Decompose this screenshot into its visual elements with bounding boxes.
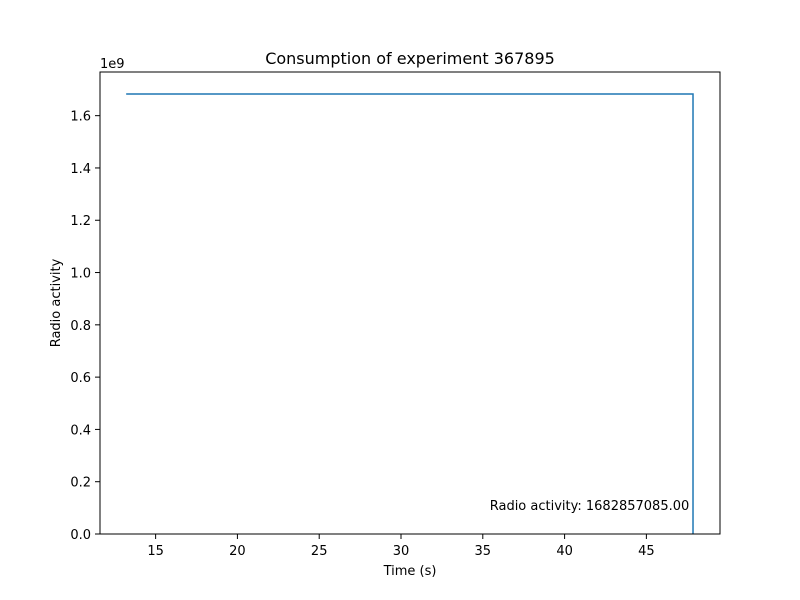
annotation-label: Radio activity: 1682857085.00 (490, 499, 690, 514)
y-tick-label: 0.8 (70, 319, 91, 334)
y-tick-label: 0.2 (70, 476, 91, 491)
x-tick-label: 30 (393, 544, 410, 559)
y-axis-label: Radio activity (49, 258, 64, 347)
x-ticks: 15 20 25 30 35 40 45 (147, 534, 655, 559)
y-tick-label: 1.2 (70, 214, 91, 229)
y-tick-label: 0.4 (70, 423, 91, 438)
plot-frame (99, 71, 721, 535)
chart-title: Consumption of experiment 367895 (265, 49, 555, 68)
y-ticks: 0.0 0.2 0.4 0.6 0.8 1.0 1.2 1.4 1.6 (70, 110, 100, 543)
y-tick-label: 1.4 (70, 162, 91, 177)
series-line (126, 93, 694, 534)
y-tick-label: 1.6 (70, 110, 91, 125)
y-tick-label: 0.0 (70, 528, 91, 543)
y-tick-label: 1.0 (70, 267, 91, 282)
x-tick-label: 35 (475, 544, 492, 559)
series-group (126, 93, 694, 534)
y-tick-label: 0.6 (70, 371, 91, 386)
x-tick-label: 15 (147, 544, 164, 559)
x-tick-label: 25 (311, 544, 328, 559)
y-offset-label: 1e9 (100, 57, 125, 72)
x-axis-label: Time (s) (383, 564, 437, 579)
x-tick-label: 45 (638, 544, 655, 559)
x-tick-label: 20 (229, 544, 246, 559)
x-tick-label: 40 (556, 544, 573, 559)
